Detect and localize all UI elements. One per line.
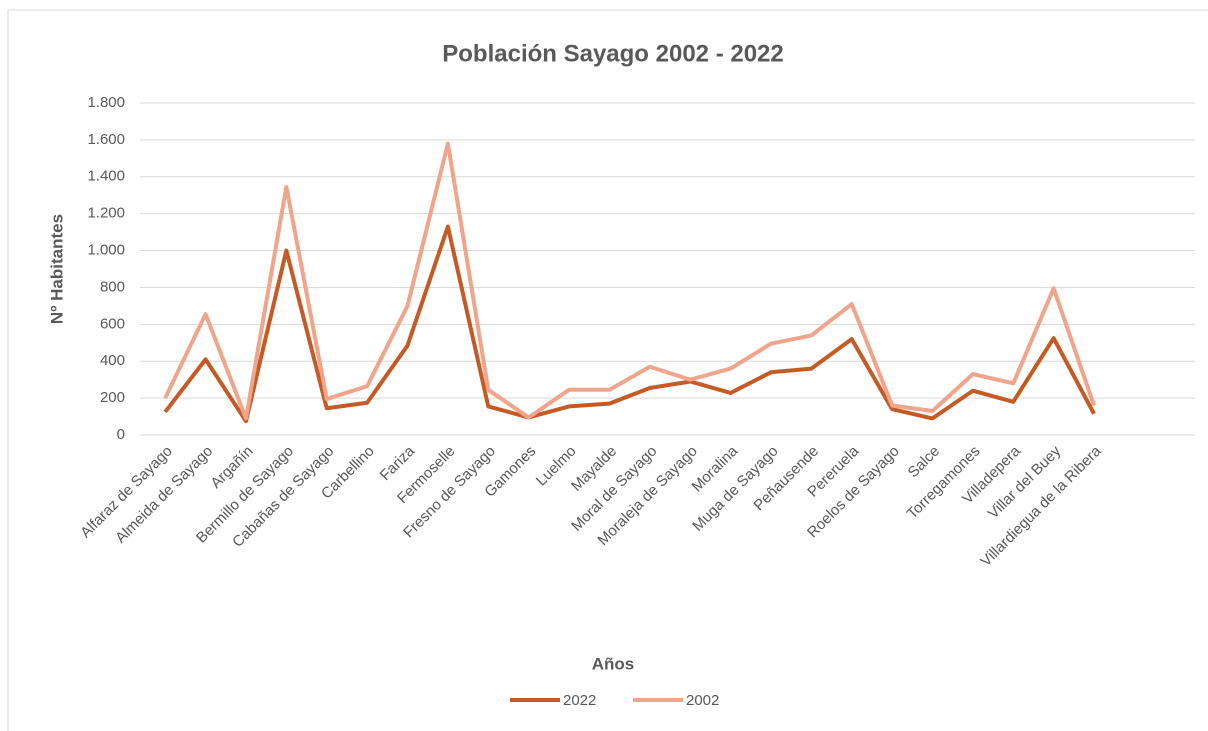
line-series [163, 224, 1096, 424]
y-axis-title: Nº Habitantes [47, 214, 66, 324]
x-axis-title: Años [592, 654, 635, 673]
y-tick-label: 800 [100, 278, 125, 295]
y-tick-label: 1.600 [87, 131, 125, 148]
line-series [163, 141, 1096, 421]
y-tick-label: 600 [100, 315, 125, 332]
legend-label: 2022 [563, 692, 596, 709]
legend-label: 2002 [686, 692, 719, 709]
y-tick-label: 1.000 [87, 242, 125, 259]
y-tick-label: 1.200 [87, 205, 125, 222]
chart-title: Población Sayago 2002 - 2022 [442, 40, 784, 67]
y-tick-label: 1.800 [87, 94, 125, 111]
y-tick-label: 0 [117, 426, 125, 443]
y-tick-label: 400 [100, 352, 125, 369]
y-tick-label: 200 [100, 389, 125, 406]
y-tick-label: 1.400 [87, 168, 125, 185]
